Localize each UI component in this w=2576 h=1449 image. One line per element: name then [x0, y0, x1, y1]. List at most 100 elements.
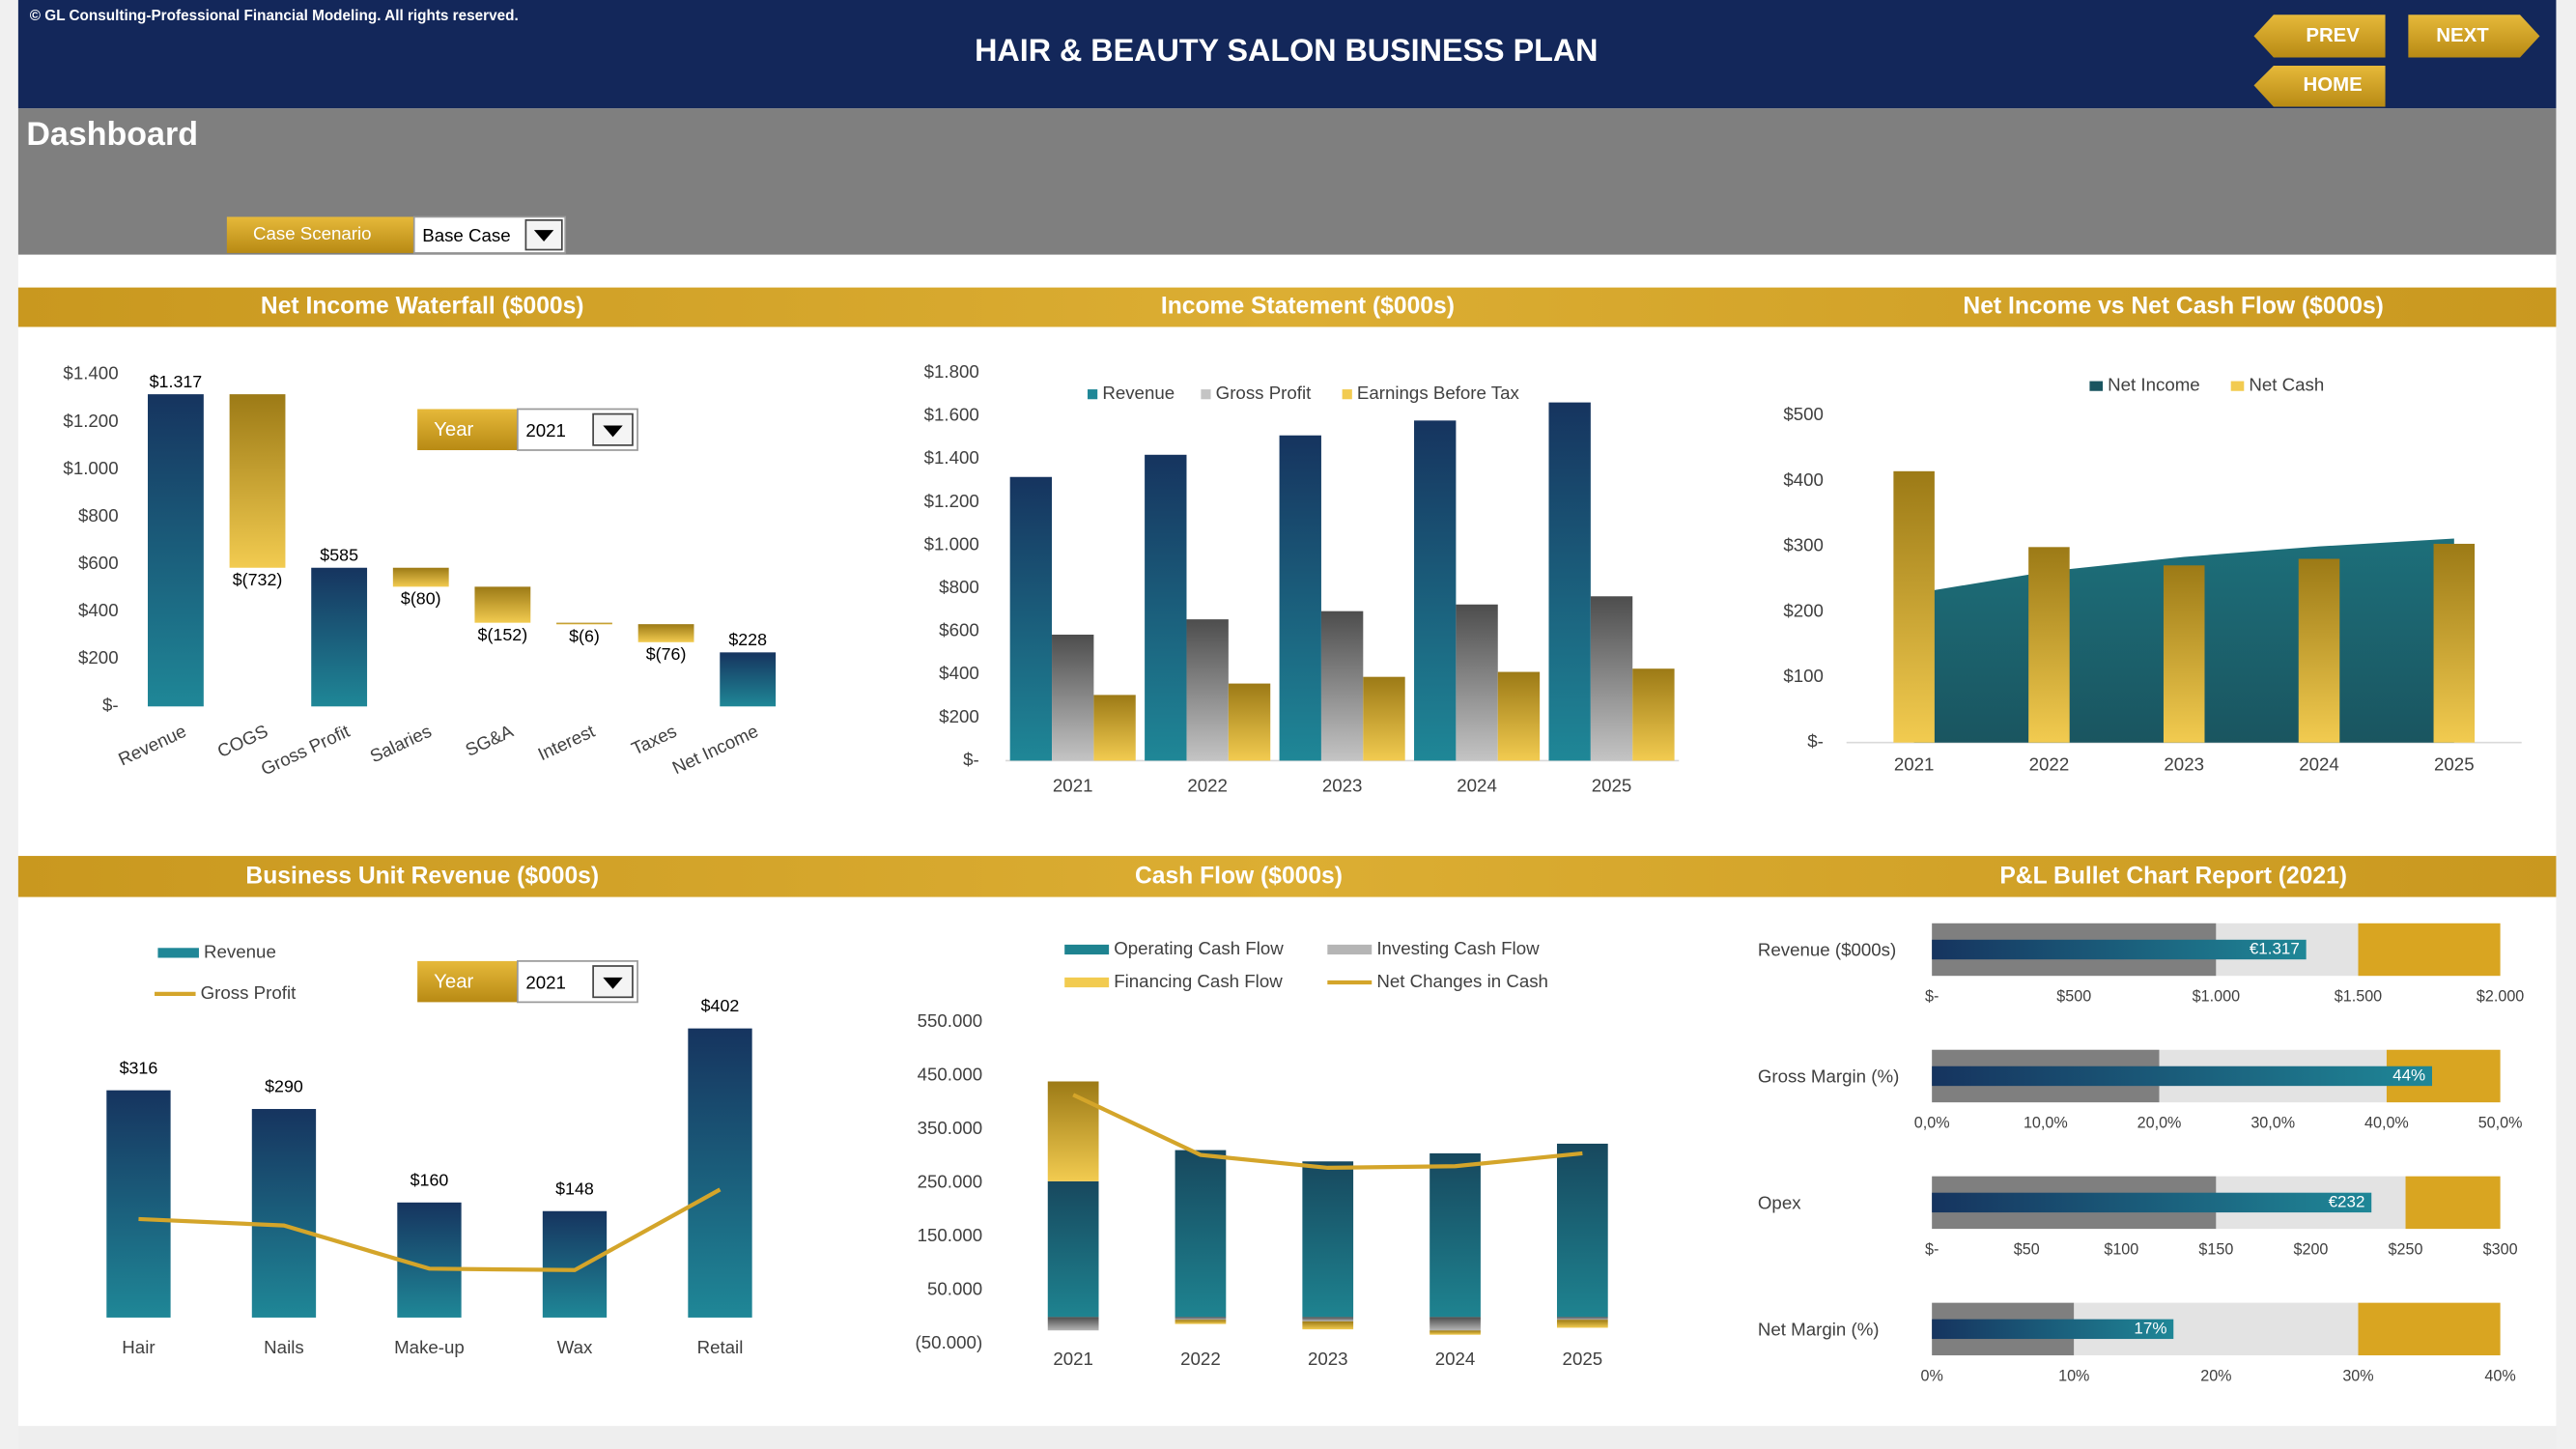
scenario-selector[interactable]: Case Scenario Base Case [226, 215, 567, 254]
dropdown-arrow [533, 230, 554, 242]
dropdown-arrow [603, 977, 623, 989]
data-label: $(152) [478, 625, 528, 644]
bar [1186, 619, 1229, 761]
bullet-value-label: 17% [2134, 1319, 2166, 1337]
data-label: $290 [265, 1077, 303, 1096]
bar [1047, 1081, 1099, 1181]
bar [720, 652, 777, 707]
bar [1145, 454, 1187, 761]
bar [1430, 1317, 1481, 1331]
bar [1302, 1321, 1354, 1330]
bar [148, 394, 204, 707]
x-tick-label: 10% [2058, 1367, 2089, 1384]
selector-value: 2021 [525, 973, 566, 993]
button-shape [2408, 14, 2540, 58]
bar [556, 622, 612, 625]
y-tick-label: $1.000 [63, 458, 118, 478]
legend-swatch [2089, 381, 2104, 391]
bar [688, 1028, 752, 1318]
x-tick-label: 2021 [1053, 776, 1093, 796]
x-tick-label: Make-up [394, 1337, 465, 1357]
x-tick-label: 2021 [1894, 753, 1935, 774]
bar [397, 1202, 462, 1318]
bar [1893, 470, 1935, 743]
y-tick-label: 450.000 [918, 1064, 983, 1084]
chart-title: Income Statement ($000s) [1161, 294, 1455, 320]
bar [1497, 671, 1541, 761]
selector-label-box [417, 960, 518, 1003]
legend-swatch [1327, 944, 1373, 955]
data-label: $1.317 [150, 372, 203, 391]
bar [1175, 1320, 1227, 1324]
bullet-bar [1932, 939, 2307, 960]
home-button[interactable]: HOME [2253, 66, 2386, 107]
bar [1556, 1317, 1608, 1321]
bar [1047, 1180, 1099, 1318]
dropdown-button [592, 412, 634, 446]
data-label: $(732) [233, 570, 283, 589]
legend-label: Gross Profit [201, 982, 297, 1003]
legend-swatch [2230, 381, 2245, 391]
x-tick-label: $150 [2198, 1240, 2233, 1258]
x-tick-label: 40,0% [2364, 1115, 2409, 1132]
year-selector[interactable]: Year 2021 [417, 960, 638, 1004]
bar [1093, 695, 1136, 761]
x-tick-label: 2024 [1435, 1349, 1476, 1369]
page-header-title: HAIR & BEAUTY SALON BUSINESS PLAN [975, 33, 1598, 68]
legend-label: Gross Profit [1216, 383, 1312, 403]
prev-button[interactable]: PREV [2253, 14, 2386, 58]
bar [2163, 565, 2205, 743]
x-tick-label: Retail [697, 1337, 744, 1357]
bar [1548, 402, 1591, 761]
bullet-range [2405, 1176, 2501, 1230]
line [138, 1187, 722, 1272]
y-tick-label: $- [963, 749, 979, 769]
x-tick-label: 0,0% [1914, 1115, 1950, 1132]
x-tick-label: 2025 [1592, 776, 1632, 796]
chart-title: Business Unit Revenue ($000s) [245, 864, 599, 890]
bullet-label: Opex [1758, 1193, 1801, 1213]
x-tick-label: $1.000 [2193, 988, 2240, 1006]
selector-value: 2021 [525, 420, 566, 440]
bar [1302, 1317, 1354, 1321]
next-button[interactable]: NEXT [2408, 14, 2540, 58]
year-selector[interactable]: Year 2021 [417, 408, 638, 451]
bar [1175, 1317, 1227, 1321]
x-tick-label: $200 [2293, 1240, 2328, 1258]
bullet-bar [1932, 1192, 2372, 1213]
x-tick-label: $- [1925, 988, 1939, 1006]
legend-swatch [1064, 977, 1110, 988]
y-tick-label: $600 [939, 620, 979, 640]
y-tick-label: $300 [1783, 535, 1824, 555]
bar [542, 1210, 608, 1318]
section-bar [17, 287, 2557, 327]
x-tick-label: $- [1925, 1240, 1939, 1258]
button-shape [2253, 14, 2386, 58]
chart-title: Net Income Waterfall ($000s) [261, 294, 584, 320]
copyright: © GL Consulting-Professional Financial M… [30, 8, 519, 24]
legend-label: Revenue [1102, 383, 1175, 403]
x-tick-label: $1.500 [2335, 988, 2382, 1006]
footer-band [17, 1426, 2557, 1449]
legend-label: Investing Cash Flow [1376, 938, 1540, 958]
bullet-value-label: €232 [2329, 1192, 2365, 1210]
legend-swatch [1342, 389, 1352, 400]
bar [2298, 558, 2340, 743]
header-bar [17, 0, 2557, 109]
y-tick-label: 250.000 [918, 1171, 983, 1191]
bar [1279, 435, 1321, 761]
y-tick-label: $- [102, 695, 119, 715]
y-tick-label: $400 [1783, 469, 1824, 490]
button-label: NEXT [2436, 25, 2489, 46]
bar [474, 586, 531, 623]
x-tick-label: 2024 [1457, 776, 1497, 796]
x-tick-label: 2025 [1563, 1349, 1603, 1369]
chart-title: P&L Bullet Chart Report (2021) [1999, 864, 2347, 890]
x-tick-label: 2024 [2299, 753, 2339, 774]
bar [1590, 596, 1633, 761]
bar [1556, 1320, 1608, 1328]
x-tick-label: 30% [2342, 1367, 2373, 1384]
bar [311, 567, 368, 707]
y-tick-label: $1.200 [63, 411, 118, 431]
